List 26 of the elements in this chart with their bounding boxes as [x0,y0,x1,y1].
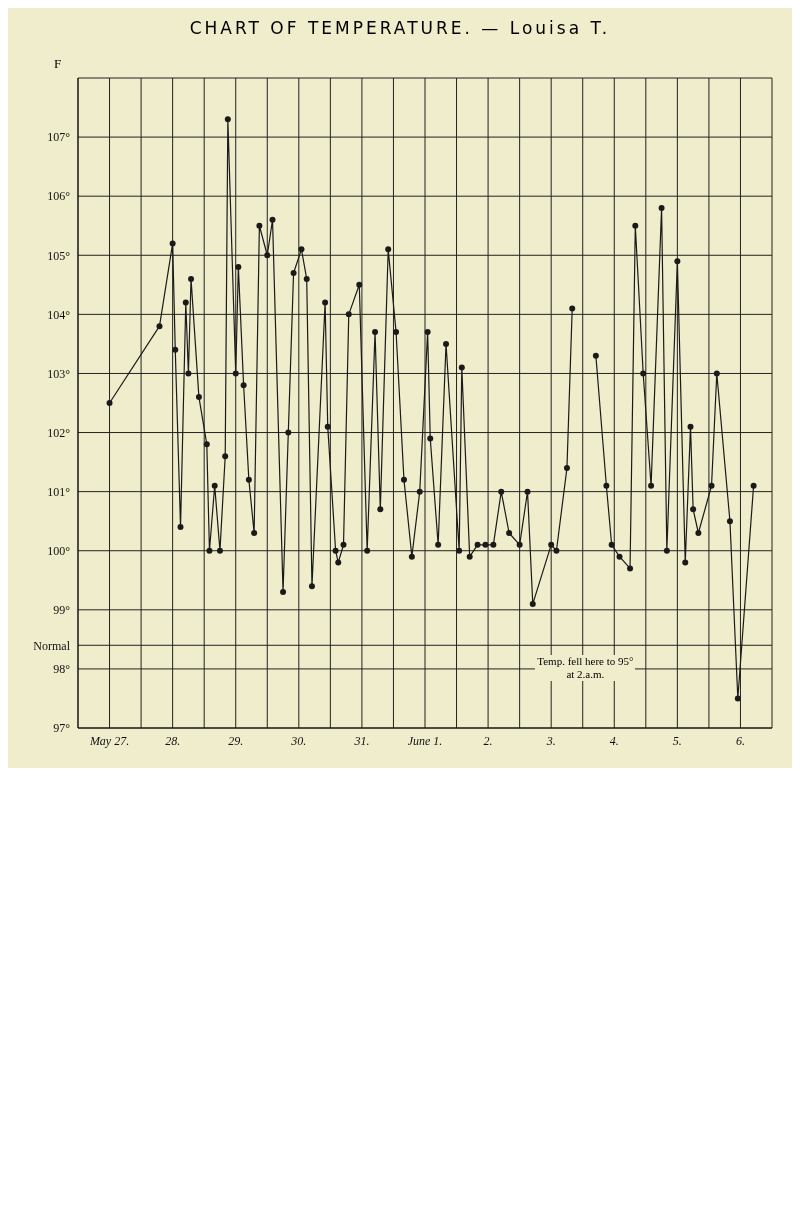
x-tick-label: 30. [290,733,307,748]
x-tick-label: 28. [165,733,181,748]
y-tick-label: 107° [47,130,71,145]
y-tick-label: 106° [47,189,71,204]
x-tick-label: May 27. [88,733,130,748]
y-tick-label: 100° [47,543,71,558]
chart-title: CHART OF TEMPERATURE. — Louisa T. [188,17,612,40]
y-tick-label: 103° [47,366,71,381]
y-tick-label: 105° [47,248,71,263]
y-tick-label: Normal [33,638,71,653]
x-tick-label: 5. [672,733,682,748]
x-tick-label: June 1. [407,733,443,748]
y-tick-label: 97° [53,721,71,736]
y-tick-label: 104° [47,307,71,322]
y-tick-label: 98° [53,662,71,677]
x-tick-label: 2. [483,733,493,748]
x-tick-label: 6. [735,733,745,748]
y-tick-label: 101° [47,484,71,499]
y-tick-label: 102° [47,425,71,440]
y-axis-title: F [54,56,62,72]
x-tick-label: 4. [609,733,619,748]
x-tick-label: 31. [353,733,370,748]
x-tick-label: 29. [228,733,244,748]
x-tick-label: 3. [545,733,556,748]
y-tick-label: 99° [53,603,71,618]
annotation: Temp. fell here to 95° at 2.a.m. [535,655,636,682]
